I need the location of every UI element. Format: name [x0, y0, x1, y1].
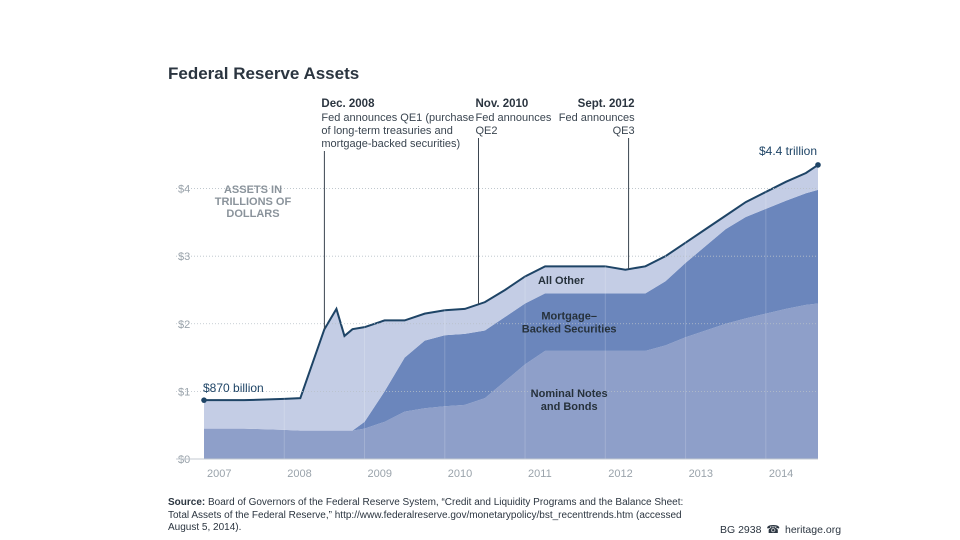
axes: $0 $1 $2 $3 $4 2007 2008 2009 2010 2011 2012 2013 20… [176, 148, 818, 480]
unit-label-line: TRILLIONS OF [215, 196, 292, 208]
end-point [815, 162, 821, 168]
annotation-heading: Dec. 2008 [321, 98, 375, 110]
plot-area [201, 162, 821, 459]
annotation-text-line: Fed announces QE1 (purchase [321, 112, 474, 124]
annotation-heading: Nov. 2010 [475, 98, 528, 110]
annotation-text-line: Fed announces [559, 112, 635, 124]
annotation-text-line: Fed announces [475, 112, 551, 124]
source-text: Board of Governors of the Federal Reserv… [168, 497, 684, 533]
area-all-other [204, 164, 818, 431]
annotation-text-line: of long-term treasuries and [321, 125, 452, 137]
footer-site: heritage.org [785, 524, 842, 536]
liberty-bell-icon: ☎ [766, 524, 781, 536]
source-note: Source: Board of Governors of the Federa… [168, 497, 688, 535]
series-label: Mortgage– [541, 311, 597, 323]
start-value-label: $870 billion [203, 381, 264, 395]
x-tick-label: 2014 [769, 468, 793, 480]
source-label: Source: [168, 497, 206, 508]
footer: BG 2938 ☎ heritage.org [720, 523, 841, 536]
y-tick-label: $2 [178, 319, 190, 331]
area-mortgage-backed-securities [204, 189, 818, 431]
annotation-heading: Sept. 2012 [578, 98, 635, 110]
y-tick-label: $4 [178, 184, 190, 196]
unit-label-line: ASSETS IN [224, 184, 282, 196]
annotation-text-line: QE3 [613, 125, 635, 137]
series-label: Backed Securities [522, 324, 617, 336]
y-tick-label: $0 [178, 454, 190, 466]
x-tick-label: 2007 [207, 468, 231, 480]
x-tick-label: 2010 [448, 468, 472, 480]
end-value-label: $4.4 trillion [759, 144, 817, 158]
x-tick-label: 2009 [368, 468, 392, 480]
total-assets-line [204, 164, 819, 402]
x-tick-label: 2011 [528, 468, 552, 480]
series-label: Nominal Notes [531, 388, 608, 400]
y-tick-label: $1 [178, 386, 190, 398]
x-tick-label: 2013 [689, 468, 713, 480]
chart-title: Federal Reserve Assets [168, 64, 359, 83]
annotation-text-line: QE2 [475, 125, 497, 137]
y-tick-label: $3 [178, 251, 190, 263]
area-nominal-notes-and-bonds [204, 303, 818, 459]
annotation-text-line: mortgage-backed securities) [321, 138, 460, 150]
x-tick-label: 2012 [608, 468, 632, 480]
series-label: and Bonds [541, 401, 598, 413]
x-tick-label: 2008 [287, 468, 311, 480]
footer-id: BG 2938 [720, 524, 762, 536]
unit-label-line: DOLLARS [226, 208, 279, 220]
start-point [201, 397, 207, 403]
series-label: All Other [538, 275, 585, 287]
